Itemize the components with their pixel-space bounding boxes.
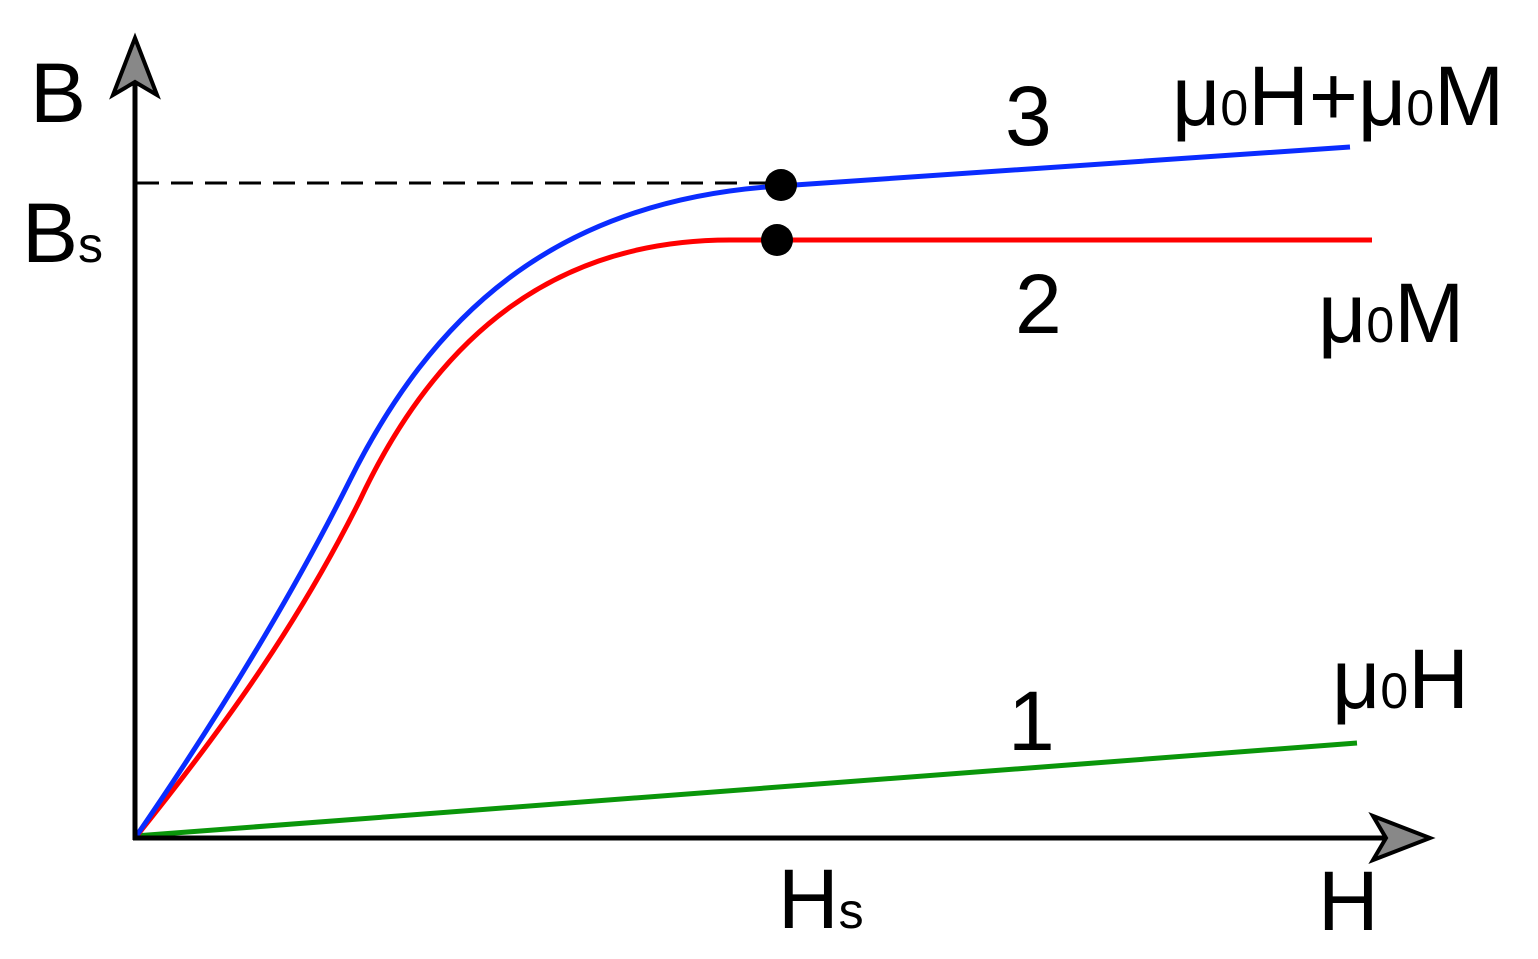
label-part: B: [22, 186, 78, 280]
subscript: 0: [1406, 80, 1434, 136]
saturation-point: [765, 169, 797, 201]
curve-number: 3: [1005, 69, 1052, 163]
curve-1: [134, 740, 1358, 839]
curve-label: μ0M: [1318, 266, 1464, 360]
curve-number: 2: [1015, 257, 1062, 351]
subscript: 0: [1220, 80, 1248, 136]
x-axis-label: H: [1318, 854, 1379, 948]
label-part: H: [778, 852, 839, 946]
x-arrow: [1368, 812, 1436, 864]
label-part: M: [1394, 266, 1464, 360]
hs-label: Hs: [778, 852, 864, 946]
bs-label: Bs: [22, 186, 103, 280]
label-part: μ: [1172, 49, 1220, 143]
subscript: 0: [1366, 297, 1394, 353]
saturation-point: [761, 224, 793, 256]
subscript: 0: [1380, 663, 1408, 719]
curve-label: μ0H+μ0M: [1172, 49, 1504, 143]
curve-number: 1: [1008, 674, 1055, 768]
subscript: s: [839, 883, 864, 939]
y-axis-label: B: [30, 46, 86, 140]
label-part: μ: [1318, 266, 1366, 360]
subscript: s: [78, 217, 103, 273]
y-arrow: [109, 32, 161, 100]
label-part: H: [1408, 632, 1469, 726]
curve-2: [133, 237, 1372, 840]
curve-label: μ0H: [1332, 632, 1469, 726]
label-part: H+μ: [1248, 49, 1406, 143]
curve-3: [132, 144, 1351, 840]
label-part: μ: [1332, 632, 1380, 726]
label-part: M: [1434, 49, 1504, 143]
